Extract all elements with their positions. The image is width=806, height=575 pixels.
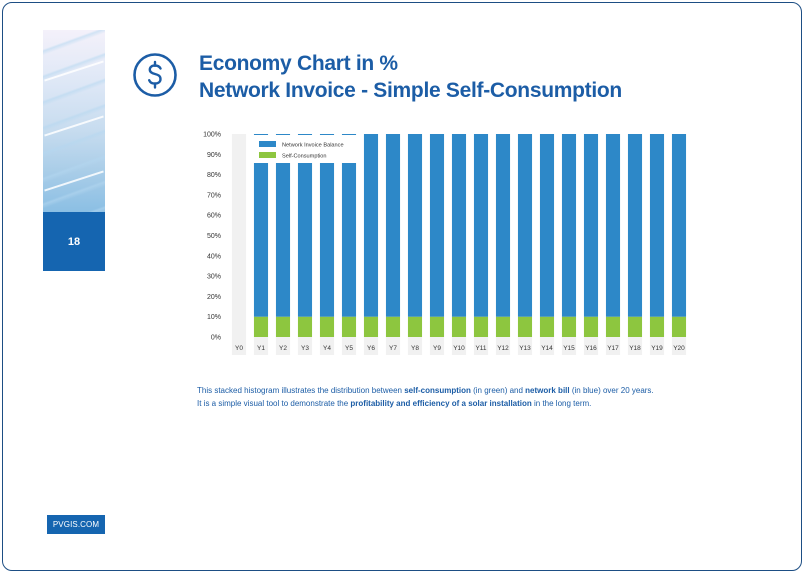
network-invoice-bar [297, 134, 313, 317]
self-consumption-bar [297, 316, 313, 337]
legend-swatch [259, 152, 276, 158]
network-invoice-bar [583, 134, 599, 317]
title-line-1: Economy Chart in % [199, 52, 398, 75]
caption-line-2: It is a simple visual tool to demonstrat… [197, 399, 592, 408]
self-consumption-bar [649, 316, 665, 337]
title-line-2: Network Invoice - Simple Self-Consumptio… [199, 79, 622, 102]
network-invoice-bar [671, 134, 687, 317]
y-tick-label: 0% [211, 335, 221, 342]
x-tick-label: Y6 [367, 345, 375, 352]
x-tick-label: Y13 [519, 345, 531, 352]
self-consumption-bar [671, 316, 687, 337]
x-tick-label: Y12 [497, 345, 509, 352]
network-invoice-bar [407, 134, 423, 317]
network-invoice-bar [627, 134, 643, 317]
network-invoice-bar [649, 134, 665, 317]
self-consumption-bar [275, 316, 291, 337]
y-tick-label: 10% [207, 314, 221, 321]
x-tick-label: Y2 [279, 345, 287, 352]
network-invoice-bar [385, 134, 401, 317]
legend-swatch [259, 141, 276, 147]
network-invoice-bar [605, 134, 621, 317]
network-invoice-bar [451, 134, 467, 317]
y-tick-label: 40% [207, 253, 221, 260]
network-invoice-bar [539, 134, 555, 317]
dollar-circle-icon [133, 53, 177, 97]
y-tick-label: 70% [207, 192, 221, 199]
y-tick-label: 60% [207, 213, 221, 220]
x-tick-label: Y18 [629, 345, 641, 352]
x-tick-label: Y17 [607, 345, 619, 352]
x-tick-label: Y16 [585, 345, 597, 352]
stacked-bar-chart: 0% 10% 20% 30% 40% 50% 60% 70% 80% 90% 100% Y0 Y1 Y2 Y… [203, 132, 687, 355]
x-tick-label: Y11 [475, 345, 486, 352]
x-tick-label: Y9 [433, 345, 441, 352]
self-consumption-bar [495, 316, 511, 337]
self-consumption-bar [429, 316, 445, 337]
y-tick-label: 20% [207, 294, 221, 301]
network-invoice-bar [473, 134, 489, 317]
self-consumption-bar [561, 316, 577, 337]
self-consumption-bar [407, 316, 423, 337]
x-tick-label: Y10 [453, 345, 465, 352]
column-background [231, 134, 247, 355]
site-link[interactable]: PVGIS.COM [47, 515, 105, 534]
x-tick-label: Y1 [257, 345, 265, 352]
x-tick-label: Y7 [389, 345, 397, 352]
network-invoice-bar [495, 134, 511, 317]
sidebar-photo [43, 30, 105, 212]
network-invoice-bar [341, 134, 357, 317]
self-consumption-bar [341, 316, 357, 337]
y-tick-label: 50% [207, 233, 221, 240]
x-tick-label: Y20 [673, 345, 685, 352]
y-tick-label: 80% [207, 172, 221, 179]
self-consumption-bar [473, 316, 489, 337]
x-tick-label: Y5 [345, 345, 353, 352]
network-invoice-bar [429, 134, 445, 317]
legend-box [253, 135, 361, 163]
x-tick-label: Y14 [541, 345, 553, 352]
x-tick-label: Y15 [563, 345, 575, 352]
self-consumption-bar [451, 316, 467, 337]
self-consumption-bar [385, 316, 401, 337]
x-tick-label: Y4 [323, 345, 331, 352]
y-tick-label: 90% [207, 152, 221, 159]
y-tick-label: 100% [203, 132, 221, 139]
self-consumption-bar [627, 316, 643, 337]
self-consumption-bar [253, 316, 269, 337]
legend-label: Network Invoice Balance [282, 143, 344, 149]
network-invoice-bar [253, 134, 269, 317]
legend-label: Self-Consumption [282, 154, 326, 160]
self-consumption-bar [319, 316, 335, 337]
x-tick-label: Y8 [411, 345, 419, 352]
self-consumption-bar [605, 316, 621, 337]
caption-line-1: This stacked histogram illustrates the d… [197, 386, 654, 395]
page-number: 18 [43, 212, 105, 271]
self-consumption-bar [539, 316, 555, 337]
chart-caption: This stacked histogram illustrates the d… [197, 384, 717, 410]
self-consumption-bar [583, 316, 599, 337]
network-invoice-bar [275, 134, 291, 317]
self-consumption-bar [517, 316, 533, 337]
x-tick-label: Y19 [651, 345, 663, 352]
x-tick-label: Y3 [301, 345, 309, 352]
x-tick-label: Y0 [235, 345, 243, 352]
network-invoice-bar [561, 134, 577, 317]
y-tick-label: 30% [207, 274, 221, 281]
network-invoice-bar [319, 134, 335, 317]
network-invoice-bar [517, 134, 533, 317]
network-invoice-bar [363, 134, 379, 317]
self-consumption-bar [363, 316, 379, 337]
page-title: Economy Chart in % Network Invoice - Sim… [199, 50, 622, 104]
